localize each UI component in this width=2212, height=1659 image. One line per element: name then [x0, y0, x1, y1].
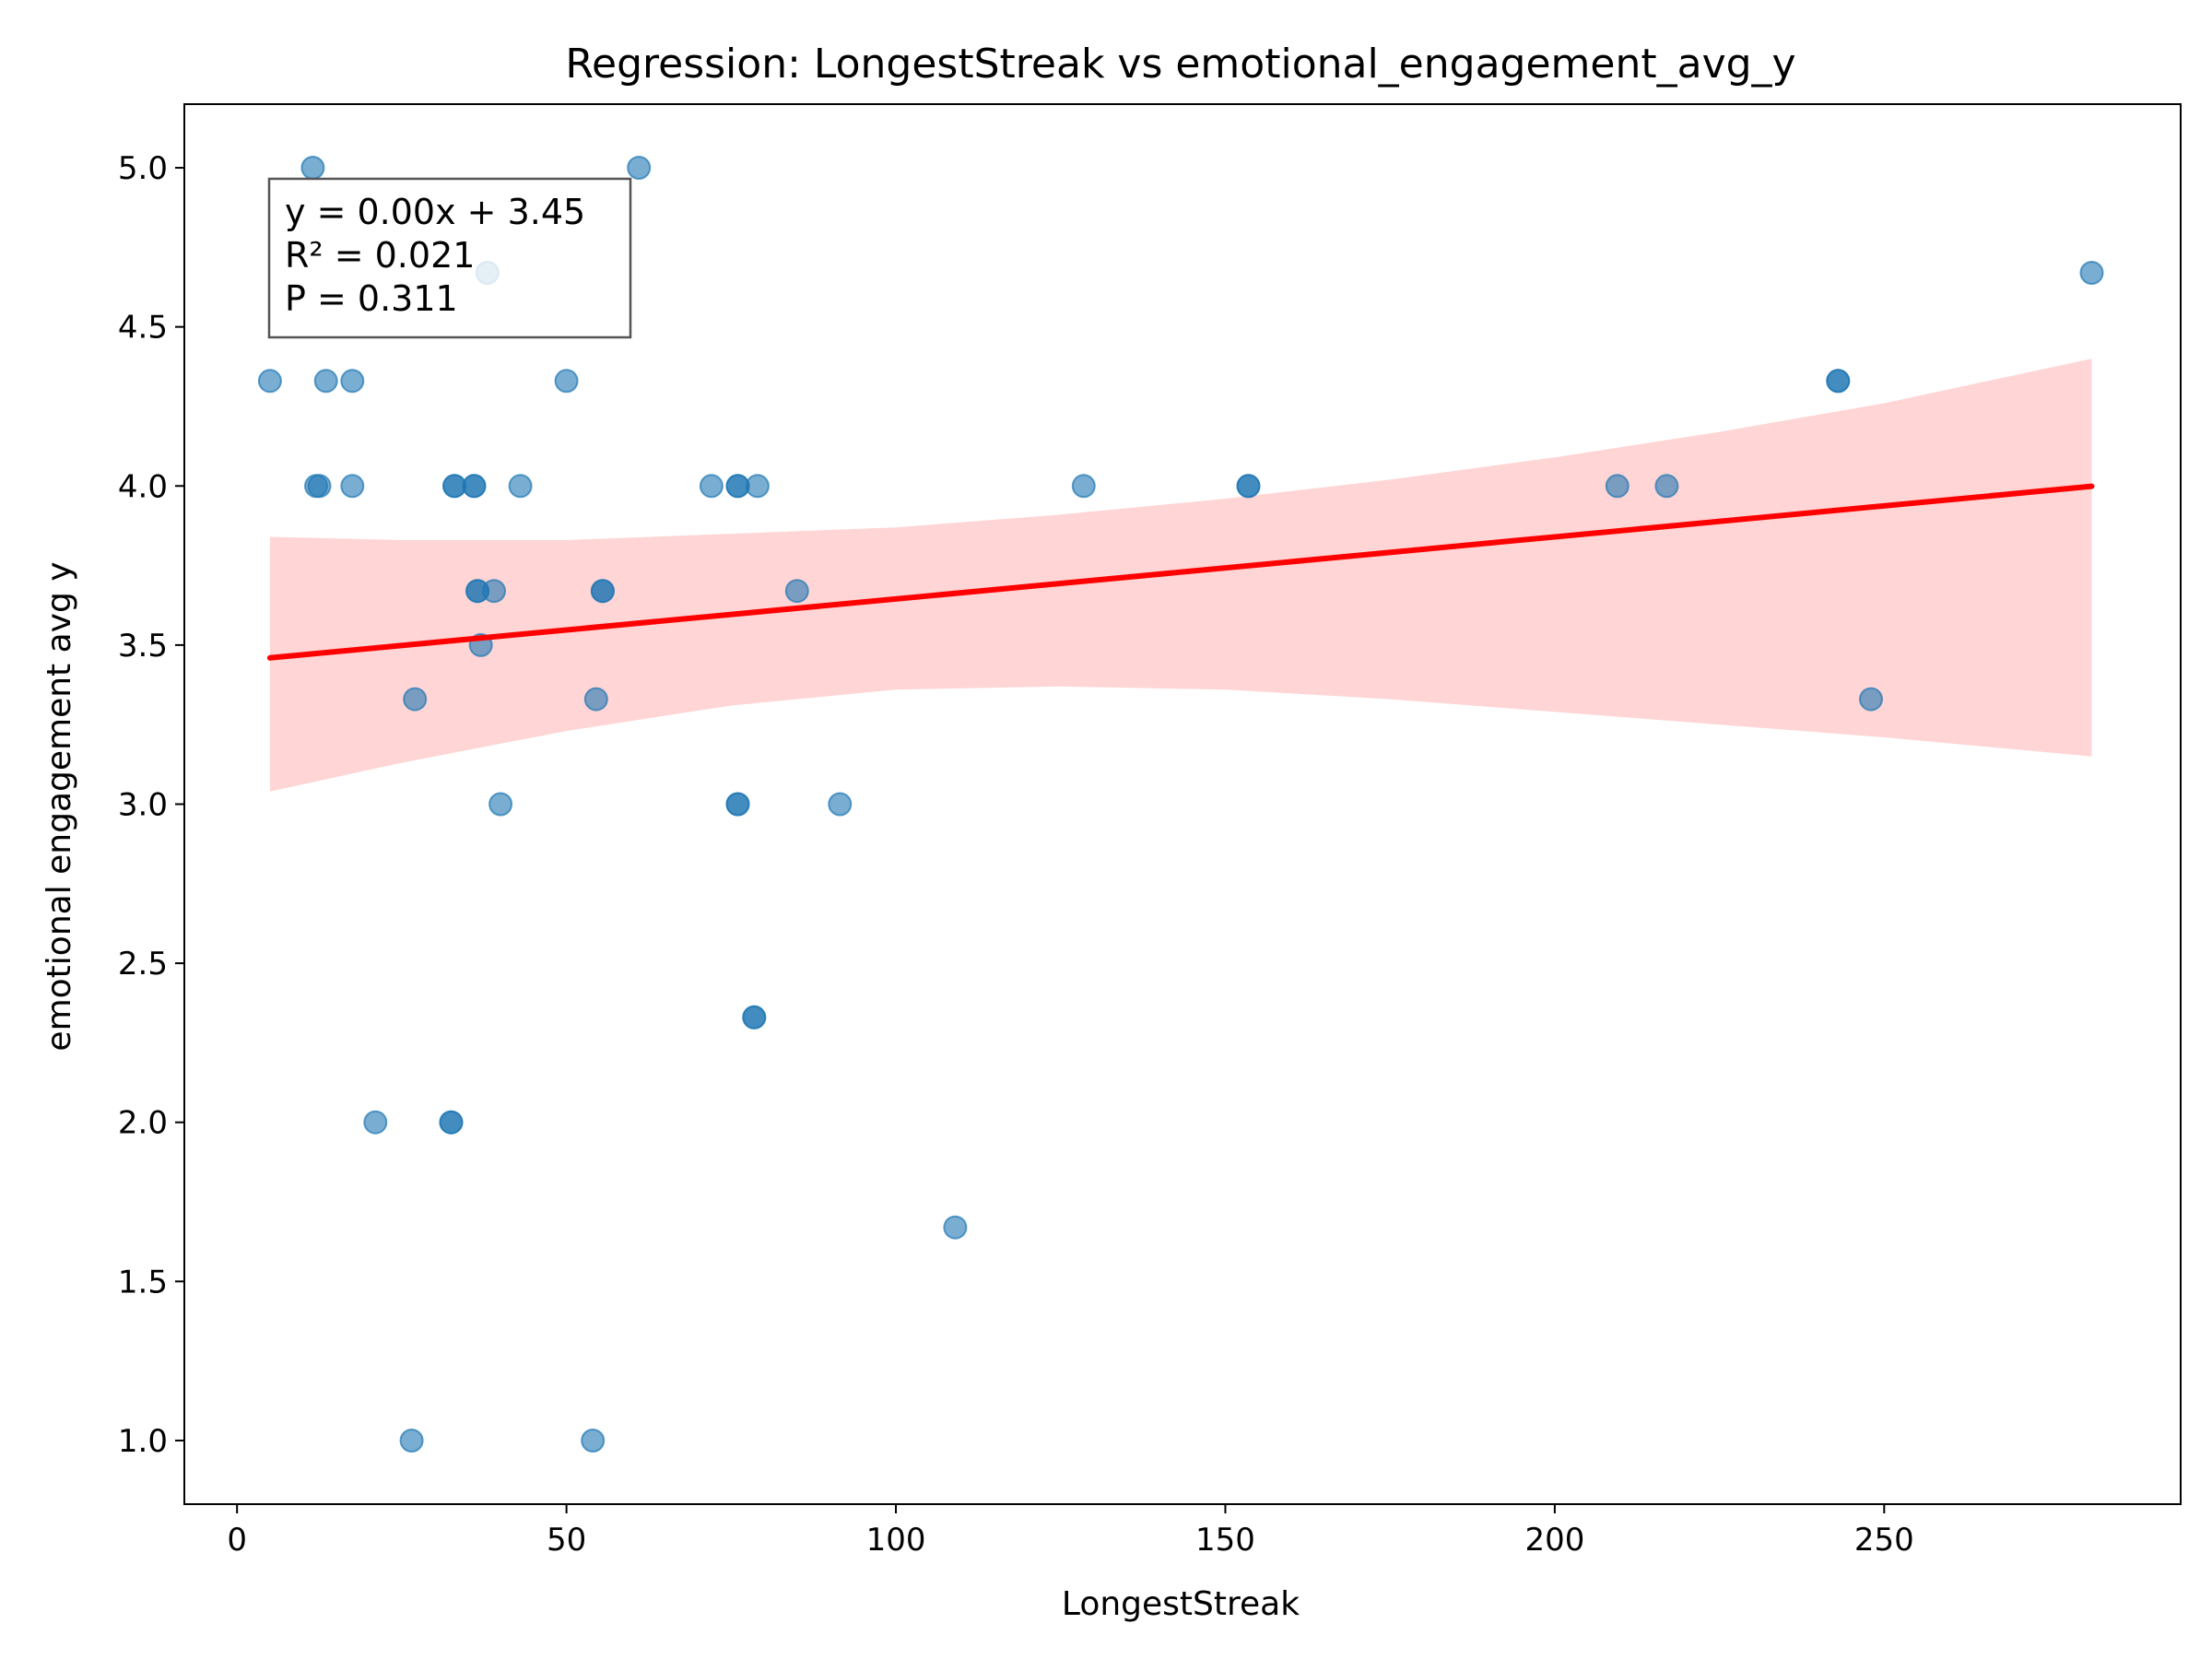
scatter-point-40	[1071, 474, 1096, 499]
x-tick-label: 150	[1195, 1522, 1255, 1559]
y-tick-label: 1.0	[118, 1423, 168, 1460]
y-tick-label: 3.5	[118, 628, 168, 665]
stats-r-squared: R² = 0.021	[285, 235, 475, 276]
scatter-point-35	[742, 1005, 767, 1030]
scatter-point-48	[2079, 261, 2104, 285]
scatter-point-43	[1605, 474, 1630, 499]
scatter-point-42	[1236, 474, 1261, 499]
stats-equation: y = 0.00x + 3.45	[285, 192, 585, 232]
y-tick-label: 1.5	[118, 1264, 168, 1300]
confidence-band	[269, 359, 2092, 792]
scatter-point-3	[307, 474, 332, 499]
x-tick-label: 50	[547, 1522, 586, 1559]
y-tick-label: 3.0	[118, 787, 168, 824]
scatter-point-0	[257, 369, 282, 394]
scatter-point-23	[554, 369, 579, 394]
x-axis-ticks: 0 50 100 150 200 250	[227, 1504, 1914, 1559]
scatter-points-layer	[257, 156, 2104, 1453]
y-tick-label: 4.0	[118, 468, 168, 505]
scatter-point-27	[590, 579, 615, 604]
scatter-point-21	[488, 792, 513, 817]
scatter-point-24	[581, 1429, 606, 1453]
scatter-point-38	[828, 792, 853, 817]
scatter-point-29	[699, 474, 724, 499]
scatter-point-6	[340, 474, 365, 499]
x-tick-label: 250	[1854, 1522, 1914, 1559]
scatter-point-44	[1654, 474, 1679, 499]
scatter-point-47	[1859, 687, 1883, 712]
chart-title: Regression: LongestStreak vs emotional_e…	[565, 41, 1795, 88]
scatter-point-20	[482, 579, 506, 604]
scatter-point-7	[363, 1110, 388, 1135]
regression-line	[266, 483, 2095, 661]
x-axis-label: LongestStreak	[1062, 1585, 1300, 1623]
scatter-point-39	[943, 1215, 968, 1240]
y-axis-label: emotional engagement avg y	[41, 561, 78, 1051]
stats-p-value: P = 0.311	[285, 278, 458, 319]
scatter-point-4	[313, 369, 338, 394]
scatter-point-28	[627, 156, 652, 180]
y-tick-label: 5.0	[118, 150, 168, 187]
scatter-point-22	[508, 474, 533, 499]
y-tick-label: 2.0	[118, 1105, 168, 1142]
scatter-point-11	[439, 1110, 464, 1135]
scatter-point-36	[745, 474, 770, 499]
scatter-point-5	[340, 369, 365, 394]
y-tick-label: 2.5	[118, 946, 168, 982]
scatter-point-8	[403, 687, 428, 712]
scatter-point-1	[300, 156, 325, 180]
confidence-band-layer	[269, 359, 2092, 792]
x-tick-label: 0	[227, 1522, 247, 1559]
y-tick-label: 4.5	[118, 310, 168, 347]
scatter-point-25	[583, 687, 608, 712]
y-axis-ticks: 1.0 1.5 2.0 2.5 3.0 3.5 4.0 4.5 5.0	[118, 150, 184, 1460]
scatter-point-33	[725, 792, 750, 817]
scatter-point-37	[784, 579, 809, 604]
stats-box-frame	[267, 177, 632, 339]
x-tick-label: 200	[1524, 1522, 1584, 1559]
regression-stats-box: y = 0.00x + 3.45 R² = 0.021 P = 0.311	[267, 177, 632, 339]
scatter-point-46	[1826, 369, 1851, 394]
scatter-point-9	[399, 1429, 424, 1453]
scatter-point-15	[462, 474, 487, 499]
x-tick-label: 100	[866, 1522, 926, 1559]
regression-line-layer	[266, 483, 2095, 661]
